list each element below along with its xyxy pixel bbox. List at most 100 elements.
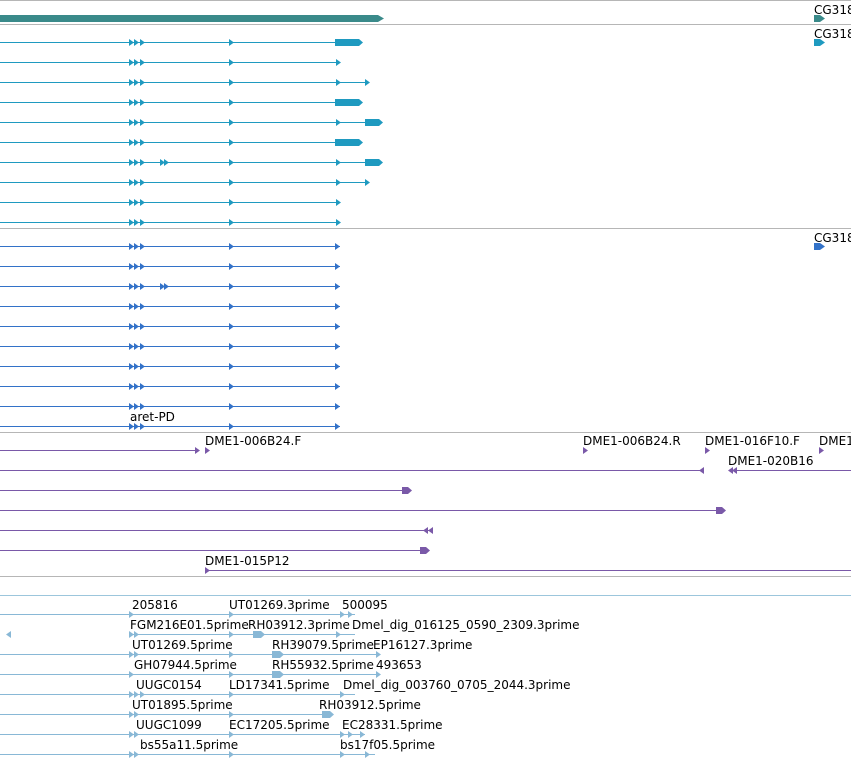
exon-arrow[interactable] (134, 263, 139, 270)
est-exon-arrow[interactable] (365, 751, 370, 758)
est-exon-arrow[interactable] (340, 751, 345, 758)
exon-arrow[interactable] (335, 303, 340, 310)
exon-arrow[interactable] (129, 99, 134, 106)
exon-arrow[interactable] (140, 139, 145, 146)
exon-arrow[interactable] (335, 283, 340, 290)
exon-arrow[interactable] (229, 99, 234, 106)
bac-end-block-tip[interactable] (408, 487, 412, 494)
est-exon-arrow[interactable] (129, 671, 134, 678)
exon-arrow[interactable] (229, 243, 234, 250)
exon-arrow[interactable] (134, 219, 139, 226)
transcript-label-cg318[interactable]: CG318 (814, 27, 851, 41)
exon-arrow[interactable] (129, 119, 134, 126)
est-label[interactable]: RH55932.5prime (272, 658, 374, 672)
exon-arrow[interactable] (129, 79, 134, 86)
exon-arrow[interactable] (134, 99, 139, 106)
exon-arrow[interactable] (229, 303, 234, 310)
exon-arrow[interactable] (129, 303, 134, 310)
bac-end-arrow-left[interactable] (728, 467, 733, 474)
est-exon-arrow[interactable] (134, 751, 139, 758)
exon-arrow[interactable] (335, 343, 340, 350)
gene-bar[interactable] (0, 15, 378, 22)
exon-block-3utr[interactable] (335, 39, 359, 46)
est-label[interactable]: UT01269.5prime (132, 638, 233, 652)
exon-arrow[interactable] (134, 423, 139, 430)
est-exon-arrow[interactable] (229, 631, 234, 638)
est-label[interactable]: Dmel_dig_003760_0705_2044.3prime (343, 678, 571, 692)
transcript-aret-cg318-tip[interactable] (820, 243, 825, 250)
exon-arrow[interactable] (335, 383, 340, 390)
exon-arrow[interactable] (134, 139, 139, 146)
bac-end-arrow[interactable] (205, 567, 210, 574)
exon-arrow[interactable] (335, 243, 340, 250)
est-label[interactable]: 493653 (376, 658, 422, 672)
est-label[interactable]: 205816 (132, 598, 178, 612)
exon-arrow[interactable] (229, 139, 234, 146)
exon-arrow[interactable] (129, 423, 134, 430)
est-label[interactable]: EP16127.3prime (373, 638, 473, 652)
est-exon-arrow[interactable] (348, 611, 353, 618)
exon-arrow[interactable] (336, 79, 341, 86)
exon-arrow[interactable] (129, 179, 134, 186)
bac-label-006b24-f[interactable]: DME1-006B24.F (205, 434, 302, 448)
exon-arrow[interactable] (140, 159, 145, 166)
exon-arrow[interactable] (336, 199, 341, 206)
exon-arrow[interactable] (129, 39, 134, 46)
est-exon-arrow[interactable] (134, 691, 139, 698)
exon-arrow[interactable] (140, 263, 145, 270)
exon-arrow[interactable] (129, 383, 134, 390)
exon-arrow[interactable] (129, 243, 134, 250)
est-label[interactable]: EC17205.5prime (229, 718, 330, 732)
est-exon-arrow[interactable] (229, 671, 234, 678)
exon-arrow[interactable] (129, 363, 134, 370)
exon-arrow[interactable] (140, 423, 145, 430)
exon-arrow[interactable] (335, 363, 340, 370)
est-exon-block[interactable] (253, 631, 261, 638)
est-label[interactable]: 500095 (342, 598, 388, 612)
exon-arrow[interactable] (229, 59, 234, 66)
exon-arrow[interactable] (229, 423, 234, 430)
exon-arrow[interactable] (134, 199, 139, 206)
est-exon-arrow[interactable] (134, 711, 139, 718)
exon-block-3utr-tip[interactable] (359, 99, 363, 106)
exon-arrow[interactable] (134, 403, 139, 410)
est-exon-arrow[interactable] (129, 651, 134, 658)
exon-arrow[interactable] (140, 283, 145, 290)
exon-arrow[interactable] (134, 39, 139, 46)
est-exon-arrow[interactable] (336, 631, 341, 638)
est-exon-arrow[interactable] (340, 731, 345, 738)
bac-end-block[interactable] (716, 507, 722, 514)
exon-block-3utr-tip[interactable] (379, 119, 383, 126)
exon-arrow[interactable] (335, 263, 340, 270)
bac-end-block-tip[interactable] (722, 507, 726, 514)
exon-arrow[interactable] (229, 403, 234, 410)
exon-block-3utr-tip[interactable] (359, 139, 363, 146)
transcript-label-aret-pd[interactable]: aret-PD (130, 410, 175, 424)
exon-block-3utr[interactable] (335, 99, 359, 106)
est-label[interactable]: UT01269.3prime (229, 598, 330, 612)
exon-arrow[interactable] (140, 343, 145, 350)
transcript-cg318-block[interactable] (814, 39, 820, 46)
exon-arrow[interactable] (229, 383, 234, 390)
exon-arrow[interactable] (140, 79, 145, 86)
exon-arrow[interactable] (129, 219, 134, 226)
est-exon-arrow[interactable] (140, 691, 145, 698)
bac-label-020b16[interactable]: DME1-020B16 (728, 454, 814, 468)
bac-end-arrow[interactable] (819, 447, 824, 454)
exon-arrow[interactable] (129, 403, 134, 410)
exon-block-3utr-tip[interactable] (359, 39, 363, 46)
exon-arrow[interactable] (140, 403, 145, 410)
bac-end-arrow[interactable] (583, 447, 588, 454)
est-exon-arrow[interactable] (129, 691, 134, 698)
exon-block-3utr[interactable] (365, 159, 379, 166)
est-exon-arrow[interactable] (348, 731, 353, 738)
exon-arrow[interactable] (134, 79, 139, 86)
exon-arrow[interactable] (129, 199, 134, 206)
exon-arrow[interactable] (129, 343, 134, 350)
est-exon-arrow[interactable] (129, 751, 134, 758)
exon-arrow[interactable] (134, 59, 139, 66)
exon-arrow[interactable] (140, 303, 145, 310)
est-label[interactable]: RH03912.3prime (248, 618, 350, 632)
est-exon-arrow[interactable] (134, 631, 139, 638)
exon-arrow[interactable] (336, 179, 341, 186)
